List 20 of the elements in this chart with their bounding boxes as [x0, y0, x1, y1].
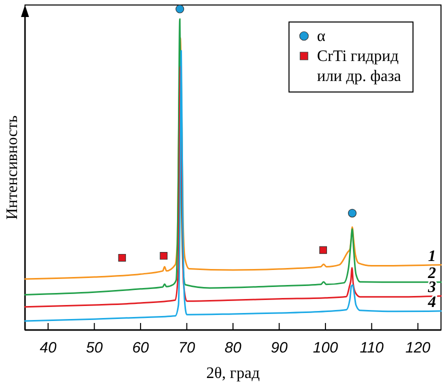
- x-tick-label: 80: [224, 340, 242, 357]
- point: [118, 254, 126, 262]
- x-tick-label: 60: [132, 340, 150, 357]
- series-label: 4: [427, 294, 436, 312]
- x-tick-label: 110: [360, 340, 384, 357]
- legend-label: CrTi гидрид или др. фаза: [317, 48, 402, 85]
- x-axis-title: 2θ, град: [206, 365, 260, 382]
- point: [176, 4, 184, 14]
- series-label: 1: [428, 248, 436, 265]
- point: [319, 246, 327, 254]
- x-tick-label: 50: [86, 340, 104, 357]
- x-tick-label: 100: [312, 340, 339, 357]
- x-tick-label: 40: [40, 340, 58, 357]
- point: [160, 252, 168, 260]
- x-tick-label: 70: [178, 340, 196, 357]
- point: [348, 208, 357, 218]
- x-tick-label: 90: [270, 340, 288, 357]
- legend-label: α: [317, 28, 326, 45]
- y-axis-title: Интенсивность: [4, 115, 21, 220]
- x-tick-label: 120: [405, 340, 432, 357]
